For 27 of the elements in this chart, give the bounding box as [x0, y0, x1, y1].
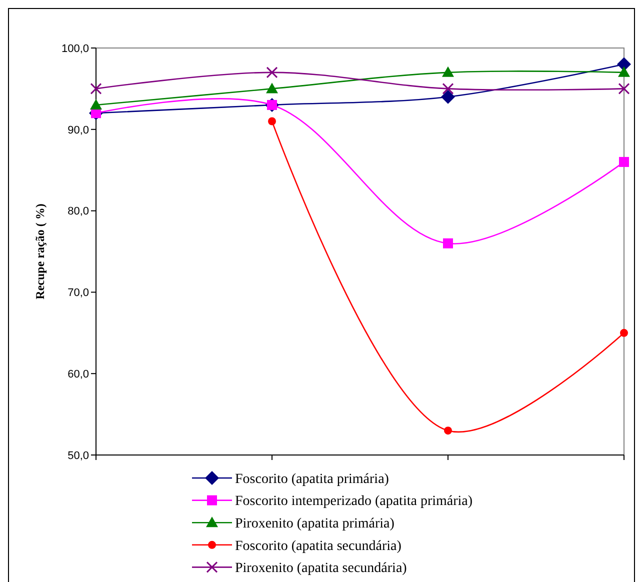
legend-label: Foscorito intemperizado (apatita primária) — [235, 494, 473, 510]
point — [617, 57, 631, 72]
y-tick-label: 90,0 — [68, 124, 89, 136]
point — [266, 66, 278, 78]
point — [618, 66, 630, 77]
point — [444, 426, 452, 435]
point — [443, 238, 453, 248]
point — [442, 82, 454, 94]
point — [90, 98, 102, 110]
point — [619, 156, 629, 167]
y-tick-label: 80,0 — [68, 206, 89, 218]
y-tick-label: 60,0 — [68, 368, 89, 380]
y-axis-title: Recupe ração ( %) — [33, 204, 47, 300]
point — [441, 90, 455, 104]
point — [90, 82, 102, 94]
legend-label: Foscorito (apatita secundária) — [235, 538, 402, 554]
point — [618, 82, 630, 94]
point — [266, 82, 278, 94]
y-tick-label: 50,0 — [68, 450, 89, 462]
point — [620, 328, 628, 337]
legend-label: Foscorito (apatita primária) — [235, 472, 390, 487]
legend-label: Piroxenito (apatita secundária) — [235, 561, 408, 576]
y-tick-label: 100,0 — [61, 42, 89, 55]
y-tick-label: 70,0 — [68, 287, 89, 300]
point — [268, 117, 276, 126]
point — [442, 66, 454, 77]
legend-label: Piroxenito (apatita primária) — [235, 516, 395, 532]
